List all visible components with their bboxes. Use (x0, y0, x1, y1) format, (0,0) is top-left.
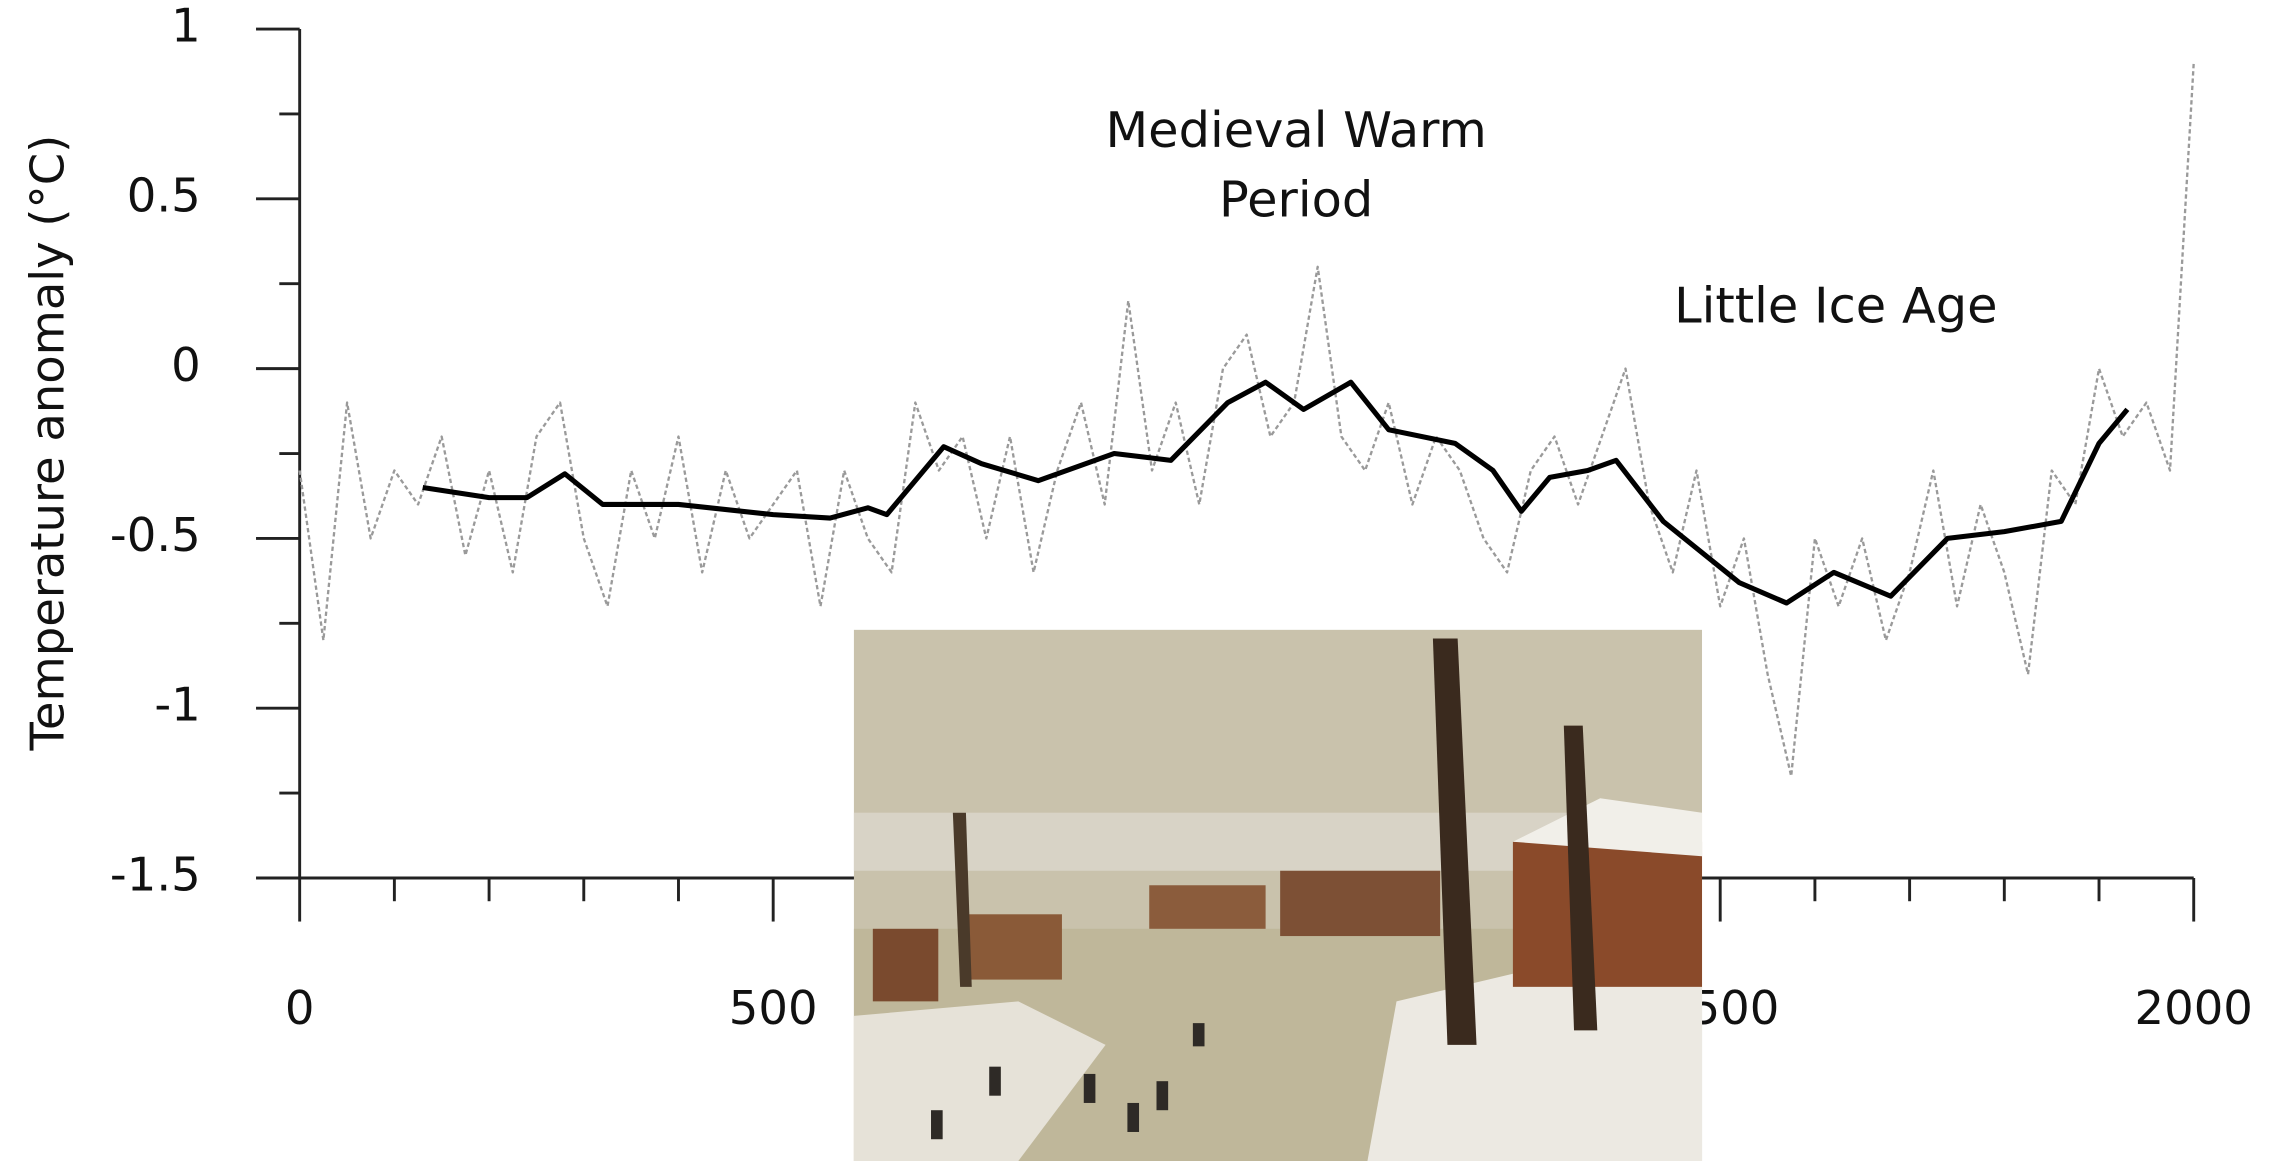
smoothed-series-line (422, 379, 2130, 606)
annotation: Little Ice Age (1674, 277, 1998, 335)
x-tick-label: 500 (729, 981, 818, 1035)
painting-house (1149, 885, 1266, 929)
y-axis-label: Temperature anomaly (°C) (20, 135, 74, 752)
y-tick-label: -1.5 (110, 848, 201, 902)
painting-house (1512, 841, 1703, 987)
painting-tree (952, 812, 972, 987)
y-tick-label: 1 (171, 0, 201, 52)
painting-roof (1512, 798, 1703, 857)
y-tick-label: 0 (171, 338, 201, 392)
x-tick-label: 0 (285, 981, 315, 1035)
painting-house (967, 914, 1062, 980)
y-tick-label: 0.5 (127, 168, 201, 222)
painting-house (1280, 870, 1441, 937)
annotation: Period (1219, 171, 1373, 229)
painting-figures (931, 1023, 1205, 1140)
raw-series-line (298, 62, 2195, 778)
painting-tree (1432, 638, 1477, 1045)
x-tick-label: 2000 (2134, 981, 2252, 1035)
painting-house (872, 928, 939, 1002)
painting (853, 629, 1703, 1161)
painting-tree (1563, 725, 1598, 1031)
annotation: Medieval Warm (1105, 101, 1486, 159)
y-tick-label: -1 (154, 678, 200, 732)
painting-snow (853, 1001, 1106, 1161)
y-tick-label: -0.5 (110, 508, 201, 562)
